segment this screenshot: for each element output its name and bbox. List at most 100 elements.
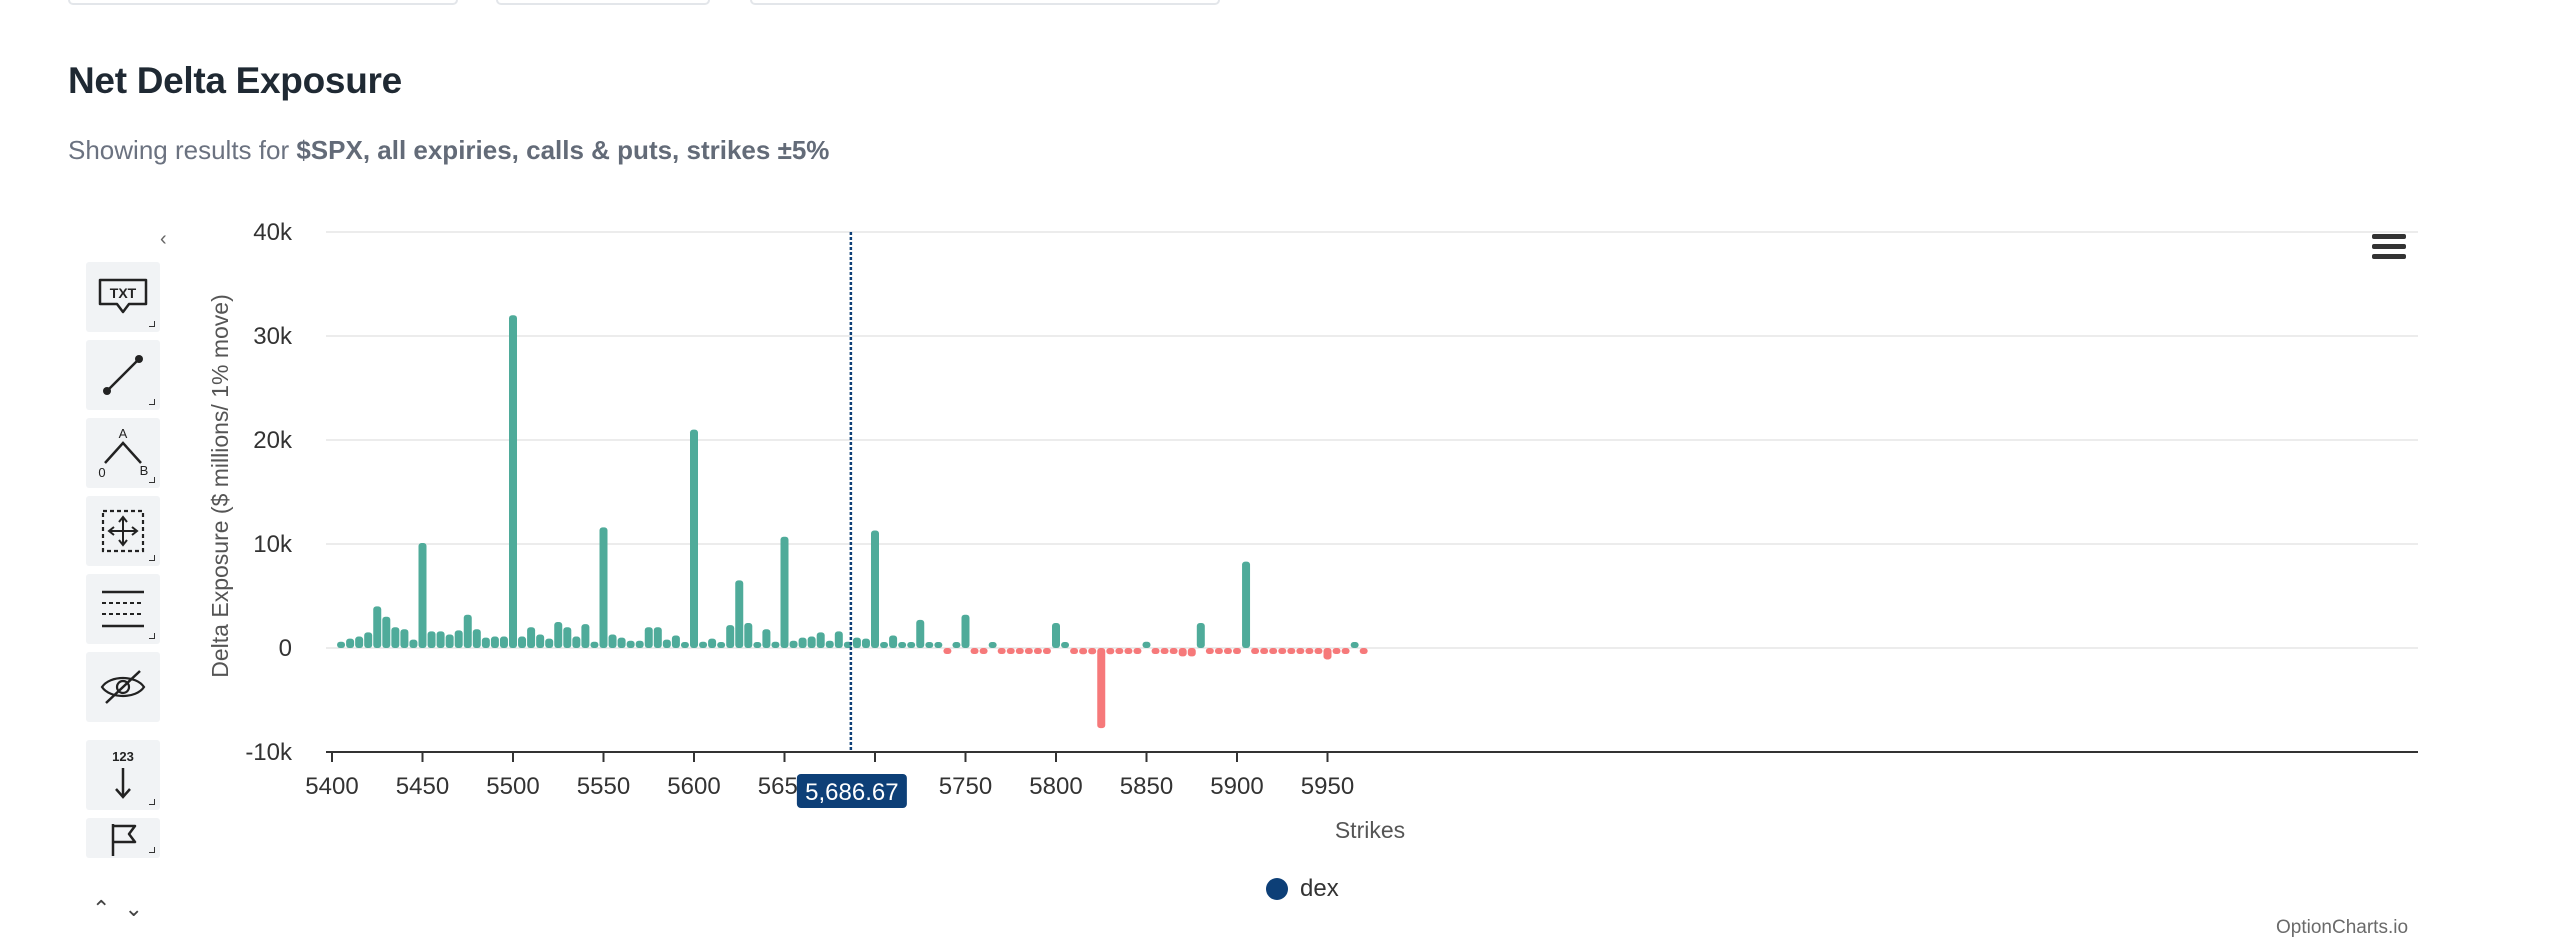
dex-bar[interactable] — [943, 648, 952, 654]
dex-bar[interactable] — [364, 632, 373, 648]
dex-bar[interactable] — [1024, 648, 1033, 654]
collapse-toolbar-button[interactable]: ‹ — [160, 228, 167, 250]
dex-bar[interactable] — [771, 641, 780, 648]
dex-bar[interactable] — [1296, 648, 1305, 654]
dex-bar[interactable] — [337, 641, 346, 648]
dex-bar[interactable] — [1169, 648, 1178, 654]
dex-bar[interactable] — [1106, 648, 1115, 655]
dex-bar[interactable] — [554, 622, 563, 648]
dex-bar[interactable] — [789, 640, 798, 648]
dex-bar[interactable] — [572, 636, 581, 648]
dex-bar[interactable] — [1070, 648, 1079, 654]
dex-bar[interactable] — [409, 639, 418, 648]
dex-bar[interactable] — [1205, 648, 1214, 654]
dex-bar[interactable] — [1115, 648, 1124, 654]
dex-bar[interactable] — [807, 636, 816, 648]
dex-bar[interactable] — [898, 642, 907, 648]
dex-bar[interactable] — [753, 642, 762, 648]
dex-bar[interactable] — [880, 642, 889, 648]
dex-bar[interactable] — [690, 429, 698, 648]
dex-bar[interactable] — [599, 527, 608, 648]
dex-bar[interactable] — [889, 635, 898, 648]
dex-bar[interactable] — [527, 627, 536, 648]
dex-bar[interactable] — [1196, 623, 1205, 648]
dex-bar[interactable] — [373, 606, 382, 648]
dex-bar[interactable] — [988, 642, 997, 648]
dex-bar[interactable] — [653, 627, 662, 648]
dex-bar[interactable] — [418, 542, 427, 648]
dex-bar[interactable] — [907, 642, 916, 648]
dex-bar[interactable] — [644, 627, 653, 648]
chart-menu-button[interactable] — [2372, 234, 2406, 264]
line-tool-button[interactable] — [86, 340, 160, 410]
dex-bar[interactable] — [1278, 648, 1287, 654]
dex-bar[interactable] — [871, 530, 879, 648]
dex-bar[interactable] — [499, 636, 508, 648]
dex-bar[interactable] — [355, 636, 364, 648]
dex-bar[interactable] — [454, 630, 463, 648]
dex-bar[interactable] — [934, 642, 943, 648]
chart-legend[interactable]: dex — [1266, 875, 1339, 903]
dex-bar[interactable] — [726, 625, 735, 648]
dex-bar[interactable] — [925, 642, 934, 648]
dex-bar[interactable] — [717, 642, 726, 648]
dex-bar[interactable] — [608, 634, 617, 648]
dex-bar[interactable] — [979, 648, 988, 654]
dex-bar[interactable] — [1269, 648, 1278, 654]
dex-bar[interactable] — [626, 640, 635, 648]
dex-bar[interactable] — [680, 642, 689, 648]
dex-bar[interactable] — [861, 638, 870, 648]
dex-bar[interactable] — [590, 641, 599, 648]
dex-bar[interactable] — [699, 641, 708, 648]
dex-bar[interactable] — [1350, 642, 1359, 648]
dex-bar[interactable] — [1052, 623, 1060, 648]
dex-bar[interactable] — [1323, 648, 1332, 660]
dex-bar[interactable] — [1042, 648, 1051, 654]
dex-bar[interactable] — [1160, 648, 1169, 654]
dex-bar[interactable] — [1242, 561, 1251, 648]
dex-bar[interactable] — [816, 632, 825, 648]
dex-bar[interactable] — [472, 629, 481, 648]
dex-bar[interactable] — [1151, 648, 1160, 654]
dex-bar[interactable] — [762, 629, 771, 648]
dex-bar[interactable] — [916, 619, 925, 648]
dex-bar[interactable] — [1223, 648, 1232, 654]
dex-bar[interactable] — [563, 627, 572, 648]
dex-bar[interactable] — [463, 614, 472, 648]
measure-tool-button[interactable] — [86, 496, 160, 566]
dex-bar[interactable] — [1097, 648, 1106, 729]
vertical-counter-button[interactable]: 123 — [86, 740, 160, 810]
dex-bar[interactable] — [445, 634, 454, 648]
dex-bar[interactable] — [1233, 648, 1241, 654]
levels-tool-button[interactable] — [86, 574, 160, 644]
dex-bar[interactable] — [1305, 648, 1314, 654]
dex-bar[interactable] — [744, 623, 753, 648]
dex-bar[interactable] — [1314, 648, 1323, 654]
triangle-tool-button[interactable]: A 0 B — [86, 418, 160, 488]
dex-bar[interactable] — [1088, 648, 1097, 655]
dex-bar[interactable] — [427, 631, 436, 648]
dex-bar[interactable] — [671, 635, 680, 648]
dex-bar[interactable] — [1178, 648, 1187, 657]
dex-bar[interactable] — [997, 648, 1006, 654]
dex-bar[interactable] — [825, 640, 834, 648]
dex-bar[interactable] — [1260, 648, 1269, 654]
dex-bar[interactable] — [1251, 648, 1260, 654]
dex-bar[interactable] — [1033, 648, 1042, 654]
dex-bar[interactable] — [617, 637, 626, 648]
dex-bar[interactable] — [518, 636, 527, 648]
dex-bar[interactable] — [834, 631, 843, 648]
dex-bar[interactable] — [391, 627, 400, 648]
dex-bar[interactable] — [1015, 648, 1024, 654]
toggle-annotations-button[interactable] — [86, 652, 160, 722]
dex-bar[interactable] — [1341, 648, 1350, 654]
text-annotation-button[interactable]: TXT — [86, 262, 160, 332]
flag-tool-button[interactable] — [86, 818, 160, 858]
dex-bar[interactable] — [1133, 648, 1142, 654]
chevron-up-icon[interactable]: ⌃ — [92, 896, 111, 921]
dex-bar[interactable] — [1142, 641, 1151, 648]
dex-bar[interactable] — [382, 616, 391, 648]
dex-bar[interactable] — [852, 637, 861, 648]
dex-bar[interactable] — [536, 634, 545, 648]
